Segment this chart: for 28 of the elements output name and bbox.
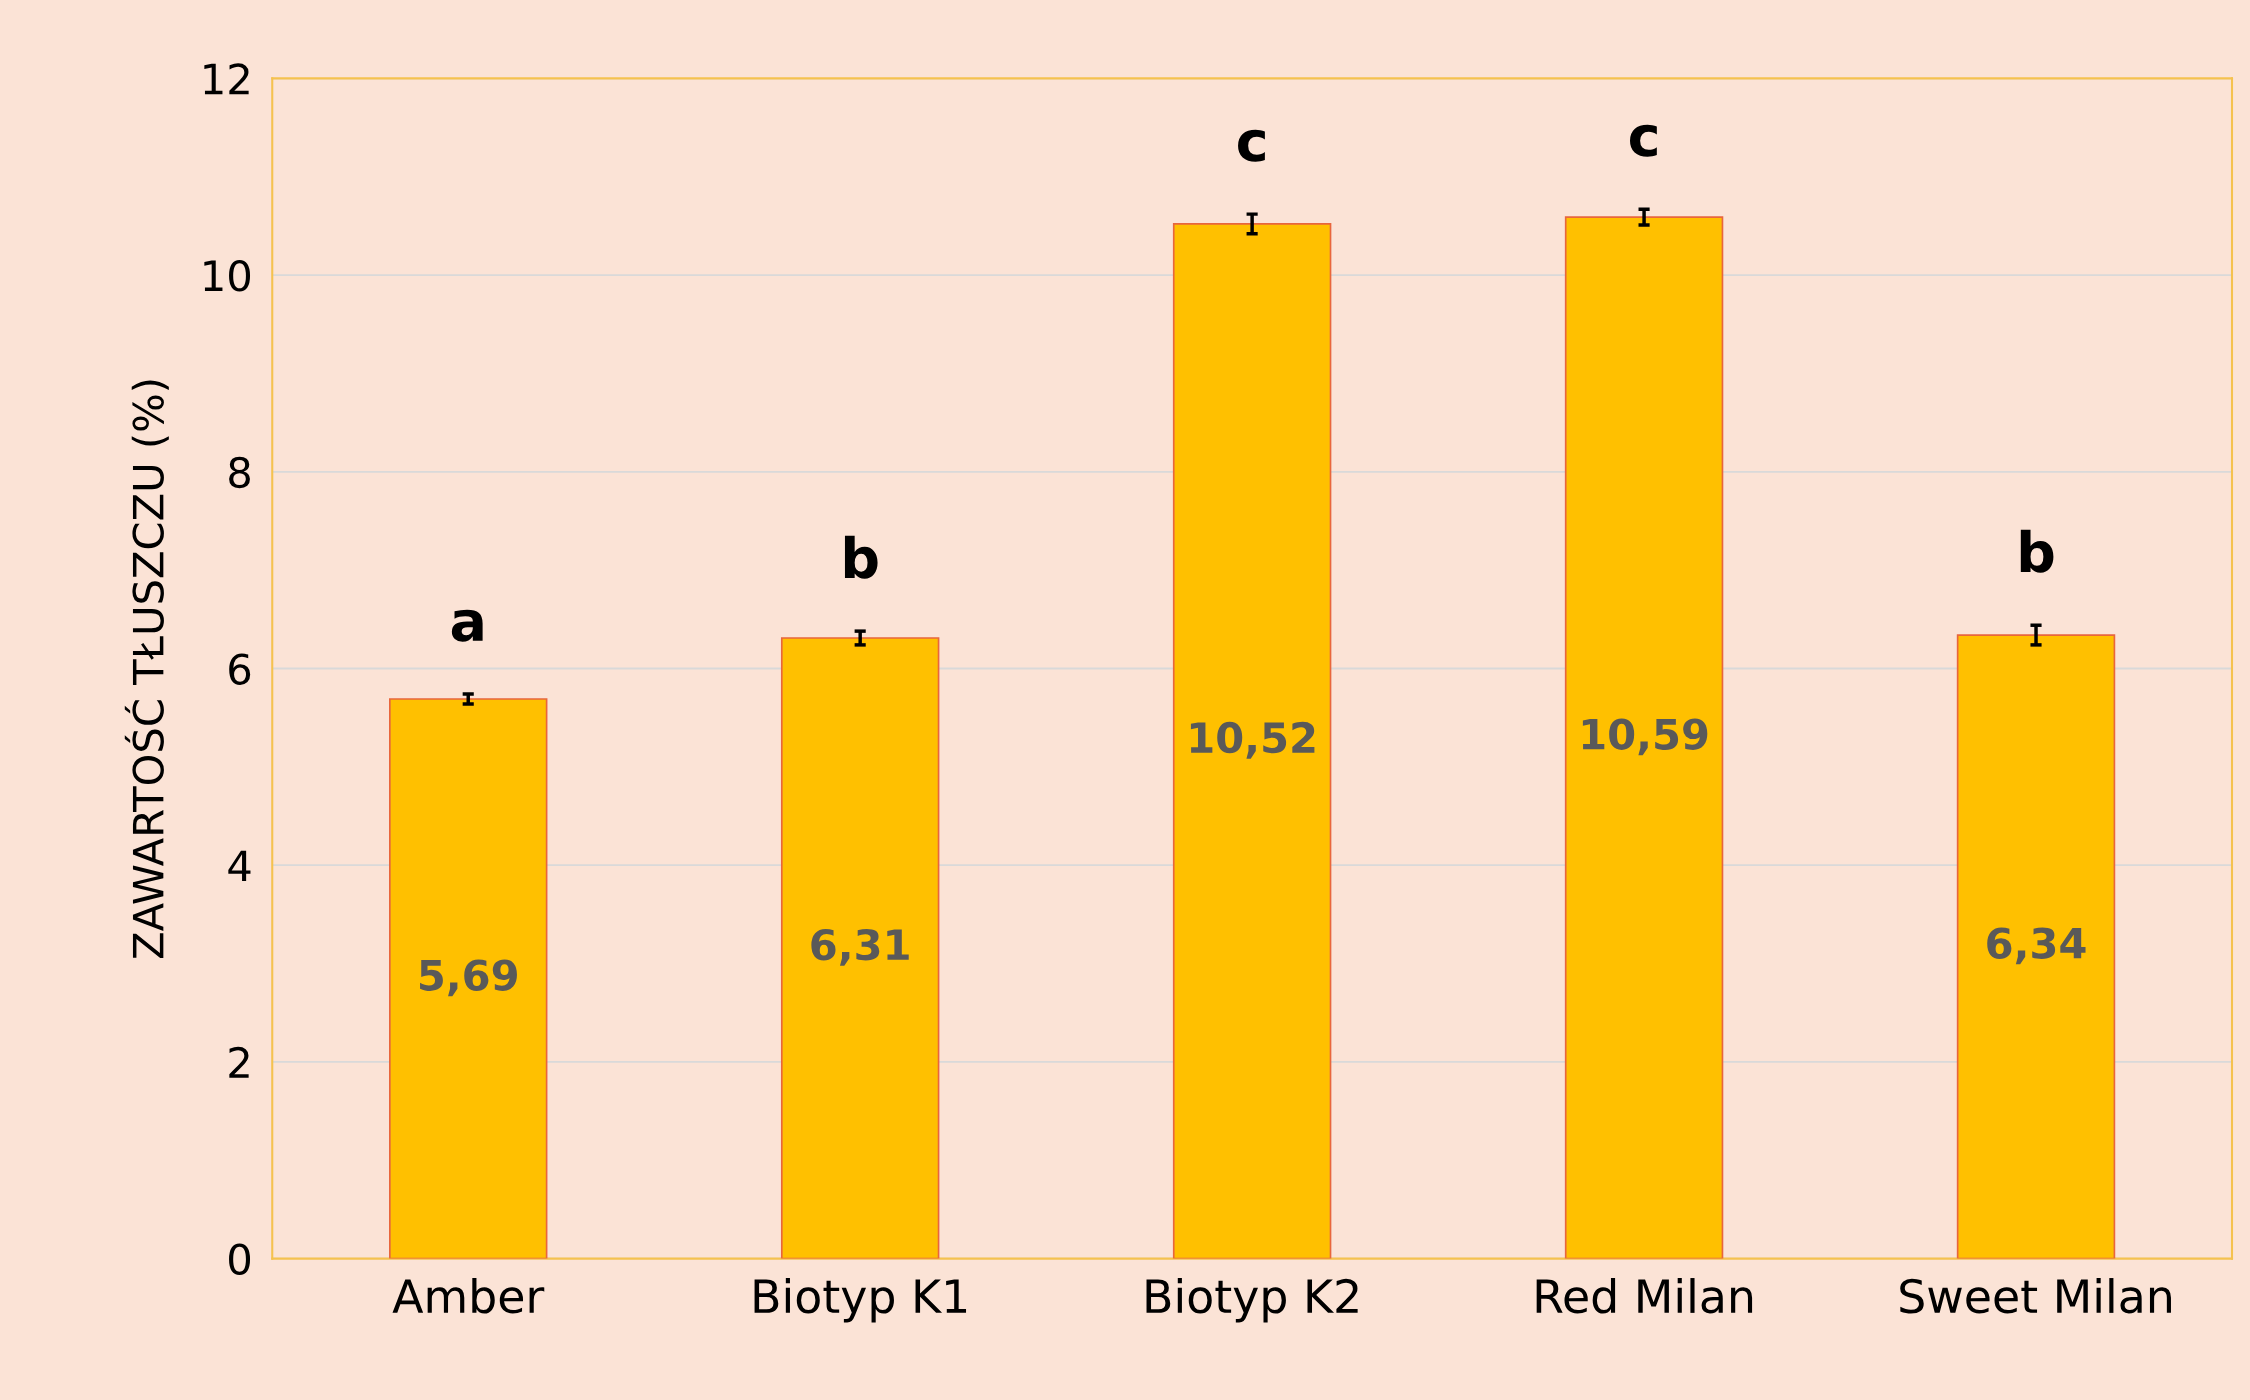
annotation: b (2020, 529, 2054, 573)
y-tick-label: 12 (204, 63, 249, 95)
data-label: 10,52 (1190, 721, 1315, 759)
annotation: a (451, 609, 483, 642)
data-label: 6,34 (1987, 927, 2086, 965)
y-tick-label: 2 (229, 1046, 249, 1078)
y-tick-label: 8 (229, 456, 250, 489)
annotation: b (844, 535, 878, 579)
y-tick-label: 10 (204, 260, 251, 292)
bar (780, 637, 940, 1259)
bar (389, 698, 548, 1259)
data-label: 6,31 (811, 928, 909, 966)
bar (1564, 216, 1724, 1259)
x-tick-label: Amber (392, 1278, 545, 1314)
x-tick-label: Biotyp K2 (1146, 1278, 1358, 1323)
data-label: 5,69 (420, 959, 517, 997)
annotation: c (1238, 129, 1265, 162)
y-tick-label: 6 (229, 653, 251, 685)
annotation: c (1630, 124, 1657, 157)
x-tick-label: Biotyp K1 (754, 1278, 967, 1323)
y-axis-title: ZAWARTOŚĆ TŁUSZCZU (%) (124, 380, 169, 959)
bar (1172, 223, 1332, 1259)
y-tick-label: 0 (229, 1243, 251, 1276)
y-tick-label: 4 (228, 850, 251, 882)
data-label: 10,59 (1582, 718, 1708, 756)
bar (1956, 634, 2116, 1259)
x-tick-label: Sweet Milan (1900, 1278, 2171, 1314)
x-tick-label: Red Milan (1536, 1278, 1753, 1314)
